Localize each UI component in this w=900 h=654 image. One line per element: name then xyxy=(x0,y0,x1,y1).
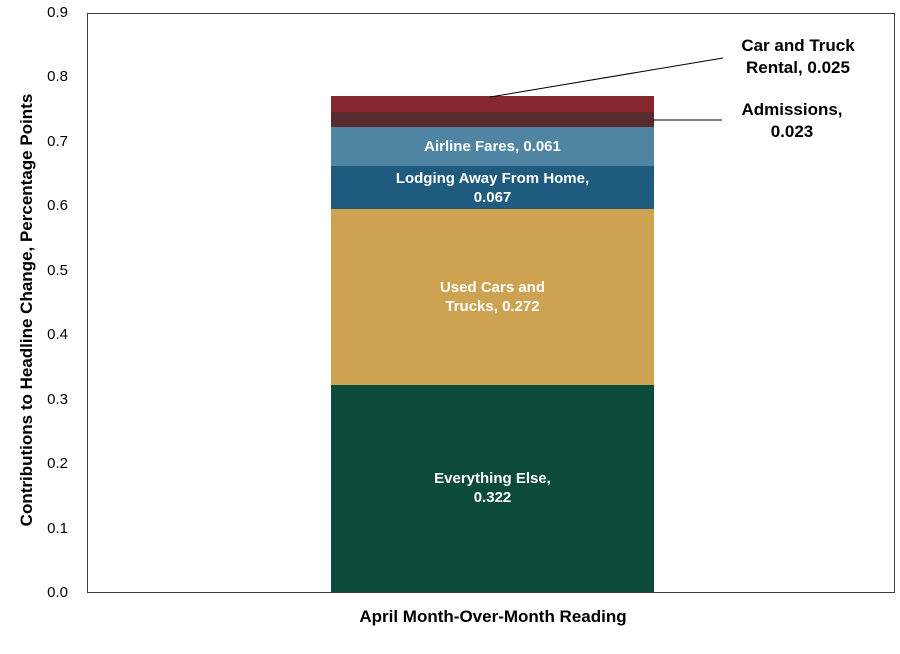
bar-segment-admissions xyxy=(331,111,654,127)
bar-segment-used-cars-and-trucks: Used Cars and Trucks, 0.272 xyxy=(331,209,654,385)
y-axis-title: Contributions to Headline Change, Percen… xyxy=(17,93,36,527)
y-tick-label: 0.4 xyxy=(47,326,68,344)
y-tick-label: 0.3 xyxy=(47,390,68,408)
bar-segment-label: Everything Else, 0.322 xyxy=(434,470,551,507)
bar-segment-airline-fares: Airline Fares, 0.061 xyxy=(331,126,654,167)
y-tick-label: 0.2 xyxy=(47,455,68,473)
plot-area: Everything Else, 0.322 Used Cars and Trucks… xyxy=(87,13,895,593)
bar-segment-label: Used Cars and Trucks, 0.272 xyxy=(439,278,546,315)
stacked-bar: Everything Else, 0.322 Used Cars and Trucks… xyxy=(331,95,654,592)
bar-segment-car-and-truck-rental xyxy=(331,95,654,112)
bar-segment-lodging-away-from-home: Lodging Away From Home, 0.067 xyxy=(331,166,654,210)
annotation-admissions: Admissions, 0.023 xyxy=(702,99,882,143)
bar-segment-label: Airline Fares, 0.061 xyxy=(424,137,561,155)
annotation-car-and-truck-rental: Car and Truck Rental, 0.025 xyxy=(702,35,894,79)
y-tick-label: 0.8 xyxy=(47,68,68,86)
y-tick-label: 0.6 xyxy=(47,197,68,215)
bar-segment-label: Lodging Away From Home, 0.067 xyxy=(395,169,590,206)
annotation-line: Car and Truck xyxy=(741,36,855,55)
y-tick-label: 0.0 xyxy=(47,584,68,601)
annotation-line: Admissions, xyxy=(741,100,843,119)
x-axis-label: April Month-Over-Month Reading xyxy=(359,607,627,626)
y-tick-label: 0.5 xyxy=(47,261,68,279)
annotation-line: 0.023 xyxy=(770,122,814,141)
annotation-line: Rental, 0.025 xyxy=(746,58,850,77)
y-tick-label: 0.7 xyxy=(47,132,68,150)
y-tick-label: 0.1 xyxy=(47,519,68,537)
bar-segment-everything-else: Everything Else, 0.322 xyxy=(331,384,654,592)
y-tick-label: 0.9 xyxy=(47,4,68,21)
